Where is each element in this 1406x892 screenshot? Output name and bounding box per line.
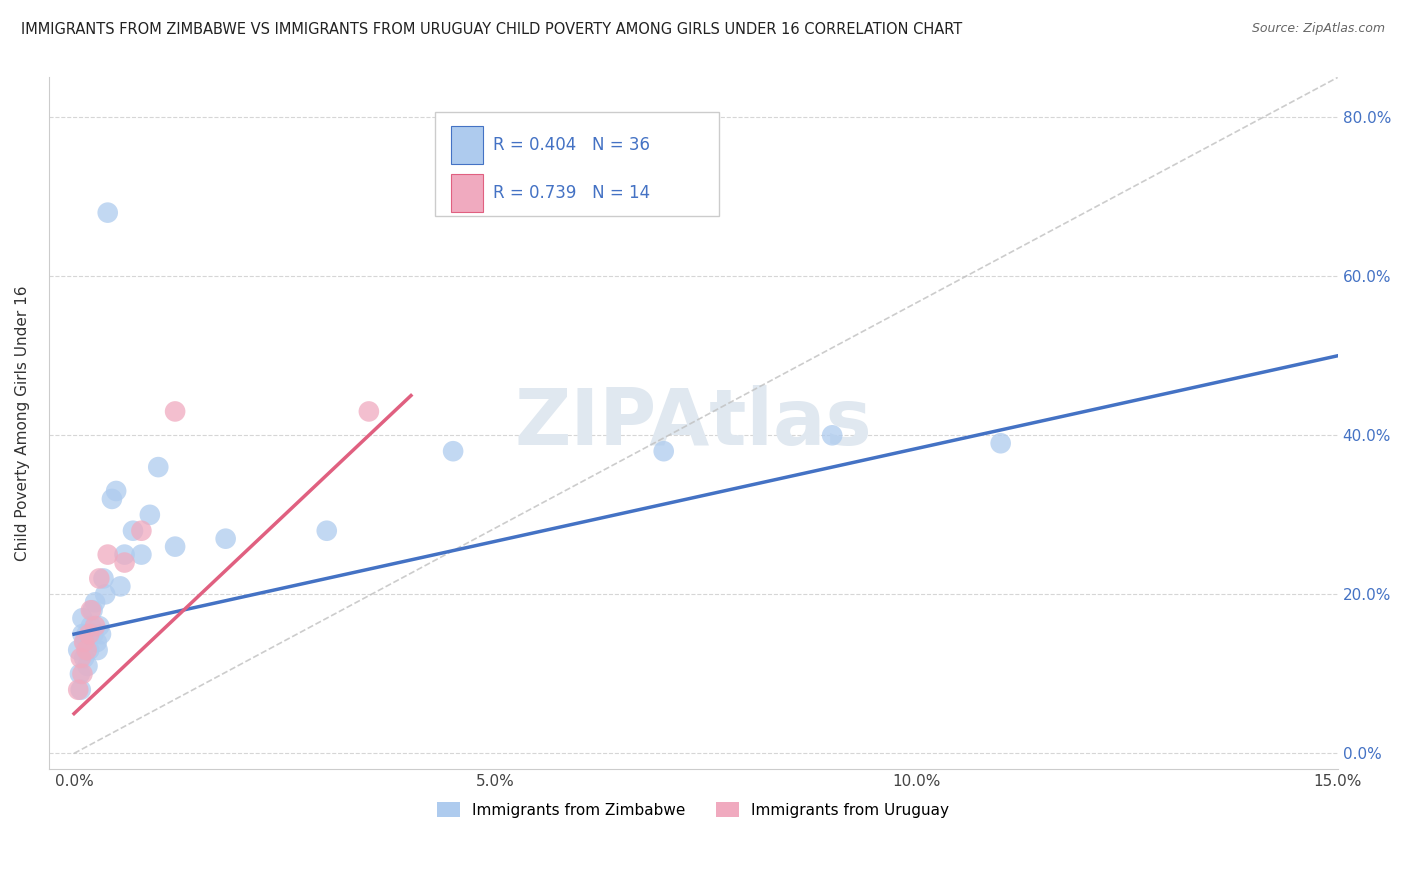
Text: ZIPAtlas: ZIPAtlas <box>515 385 872 461</box>
Point <box>76 627 98 641</box>
Point <box>84 595 107 609</box>
Point <box>72 627 94 641</box>
Point <box>84 619 107 633</box>
Legend: Immigrants from Zimbabwe, Immigrants from Uruguay: Immigrants from Zimbabwe, Immigrants fro… <box>432 796 956 824</box>
Point <box>122 524 145 538</box>
Point <box>73 635 96 649</box>
Point <box>77 643 100 657</box>
Bar <box>451 174 484 212</box>
Text: R = 0.739   N = 14: R = 0.739 N = 14 <box>494 185 651 202</box>
Point <box>114 556 136 570</box>
Point <box>148 460 170 475</box>
Point <box>110 579 132 593</box>
Text: IMMIGRANTS FROM ZIMBABWE VS IMMIGRANTS FROM URUGUAY CHILD POVERTY AMONG GIRLS UN: IMMIGRANTS FROM ZIMBABWE VS IMMIGRANTS F… <box>21 22 962 37</box>
Point <box>69 666 91 681</box>
Point <box>80 619 103 633</box>
Point <box>89 619 111 633</box>
Point <box>86 635 108 649</box>
Point <box>82 627 104 641</box>
Point <box>82 603 104 617</box>
Point <box>652 444 675 458</box>
Point <box>73 635 96 649</box>
Point <box>315 524 337 538</box>
Point <box>214 532 236 546</box>
FancyBboxPatch shape <box>436 112 718 216</box>
Point <box>69 682 91 697</box>
Point <box>165 404 187 418</box>
Point <box>97 205 120 219</box>
Point <box>80 603 103 617</box>
Point <box>139 508 162 522</box>
Point <box>97 548 120 562</box>
Point <box>357 404 380 418</box>
Point <box>131 548 153 562</box>
Point <box>114 548 136 562</box>
Point <box>94 587 117 601</box>
Point <box>441 444 464 458</box>
Point <box>131 524 153 538</box>
Point <box>990 436 1012 450</box>
Point <box>73 651 96 665</box>
Point <box>86 643 108 657</box>
Point <box>72 666 94 681</box>
Y-axis label: Child Poverty Among Girls Under 16: Child Poverty Among Girls Under 16 <box>15 285 30 561</box>
Point <box>90 627 112 641</box>
Point <box>101 491 124 506</box>
Point <box>76 643 98 657</box>
Point <box>67 643 90 657</box>
Point <box>76 659 98 673</box>
Point <box>67 682 90 697</box>
Point <box>821 428 844 442</box>
Point <box>165 540 187 554</box>
Point <box>89 571 111 585</box>
Point <box>105 483 128 498</box>
Point <box>77 627 100 641</box>
Text: R = 0.404   N = 36: R = 0.404 N = 36 <box>494 136 651 154</box>
Bar <box>451 126 484 164</box>
Point <box>72 611 94 625</box>
Point <box>69 651 91 665</box>
Text: Source: ZipAtlas.com: Source: ZipAtlas.com <box>1251 22 1385 36</box>
Point <box>93 571 115 585</box>
